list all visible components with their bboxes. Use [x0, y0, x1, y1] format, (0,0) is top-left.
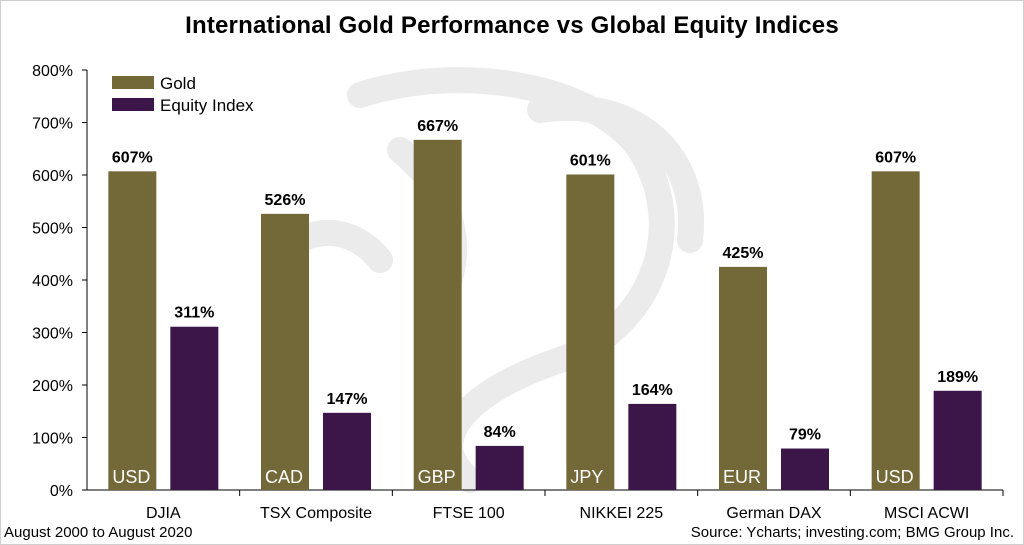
bars: [108, 139, 982, 490]
data-label-equity: 189%: [937, 369, 978, 386]
period-note: August 2000 to August 2020: [4, 524, 193, 541]
x-tick-label: German DAX: [726, 505, 821, 522]
data-label-gold: 425%: [723, 245, 764, 262]
chart-title: International Gold Performance vs Global…: [185, 12, 839, 39]
data-label-equity: 164%: [632, 382, 673, 399]
data-label-equity: 79%: [789, 427, 821, 444]
x-tick-label: FTSE 100: [433, 505, 505, 522]
bar-equity: [628, 403, 677, 490]
bar-gold: [108, 171, 157, 490]
bar-equity: [475, 445, 524, 490]
data-label-equity: 147%: [327, 391, 368, 408]
legend-swatch-gold: [112, 76, 154, 89]
y-tick-label: 100%: [32, 431, 73, 448]
y-tick-label: 800%: [32, 63, 73, 80]
data-label-equity: 311%: [174, 305, 214, 322]
bar-gold: [413, 139, 462, 490]
bar-gold: [719, 266, 767, 490]
source-note: Source: Ycharts; investing.com; BMG Grou…: [690, 524, 1014, 541]
y-tick-label: 400%: [32, 273, 73, 290]
bar-equity: [323, 412, 371, 490]
data-label-equity: 84%: [484, 424, 516, 441]
currency-label: JPY: [570, 467, 603, 487]
legend: Gold Equity Index: [112, 74, 254, 115]
x-tick-label: NIKKEI 225: [580, 505, 664, 522]
currency-label: CAD: [265, 467, 303, 487]
bar-equity: [170, 326, 219, 490]
y-tick-label: 0%: [50, 483, 73, 500]
currency-label: USD: [112, 467, 150, 487]
x-tick-label: MSCI ACWI: [884, 505, 969, 522]
axes: 0% 100% 200% 300% 400% 500% 600% 700% 800% DJIA TS…: [32, 63, 1004, 522]
y-tick-label: 500%: [32, 221, 73, 238]
data-label-gold: 667%: [417, 118, 458, 135]
data-labels: 607% USD 311% 526% CAD 147% 667% GBP 84% 601% JPY 1…: [112, 118, 978, 487]
legend-label-gold: Gold: [160, 74, 196, 93]
bar-equity: [933, 390, 982, 490]
y-tick-label: 700%: [32, 116, 73, 133]
data-label-gold: 601%: [570, 152, 611, 169]
bar-gold: [261, 213, 309, 490]
legend-swatch-equity: [112, 98, 154, 111]
legend-label-equity: Equity Index: [160, 96, 254, 115]
y-tick-label: 200%: [32, 378, 73, 395]
bar-equity: [781, 448, 829, 490]
bar-gold: [566, 174, 615, 490]
data-label-gold: 526%: [265, 192, 306, 209]
x-tick-label: TSX Composite: [260, 505, 372, 522]
currency-label: GBP: [418, 467, 456, 487]
currency-label: EUR: [723, 467, 761, 487]
data-label-gold: 607%: [112, 149, 153, 166]
y-tick-label: 600%: [32, 168, 73, 185]
y-tick-label: 300%: [32, 326, 73, 343]
data-label-gold: 607%: [875, 149, 916, 166]
x-tick-label: DJIA: [146, 505, 181, 522]
bar-gold: [871, 171, 920, 490]
currency-label: USD: [876, 467, 914, 487]
